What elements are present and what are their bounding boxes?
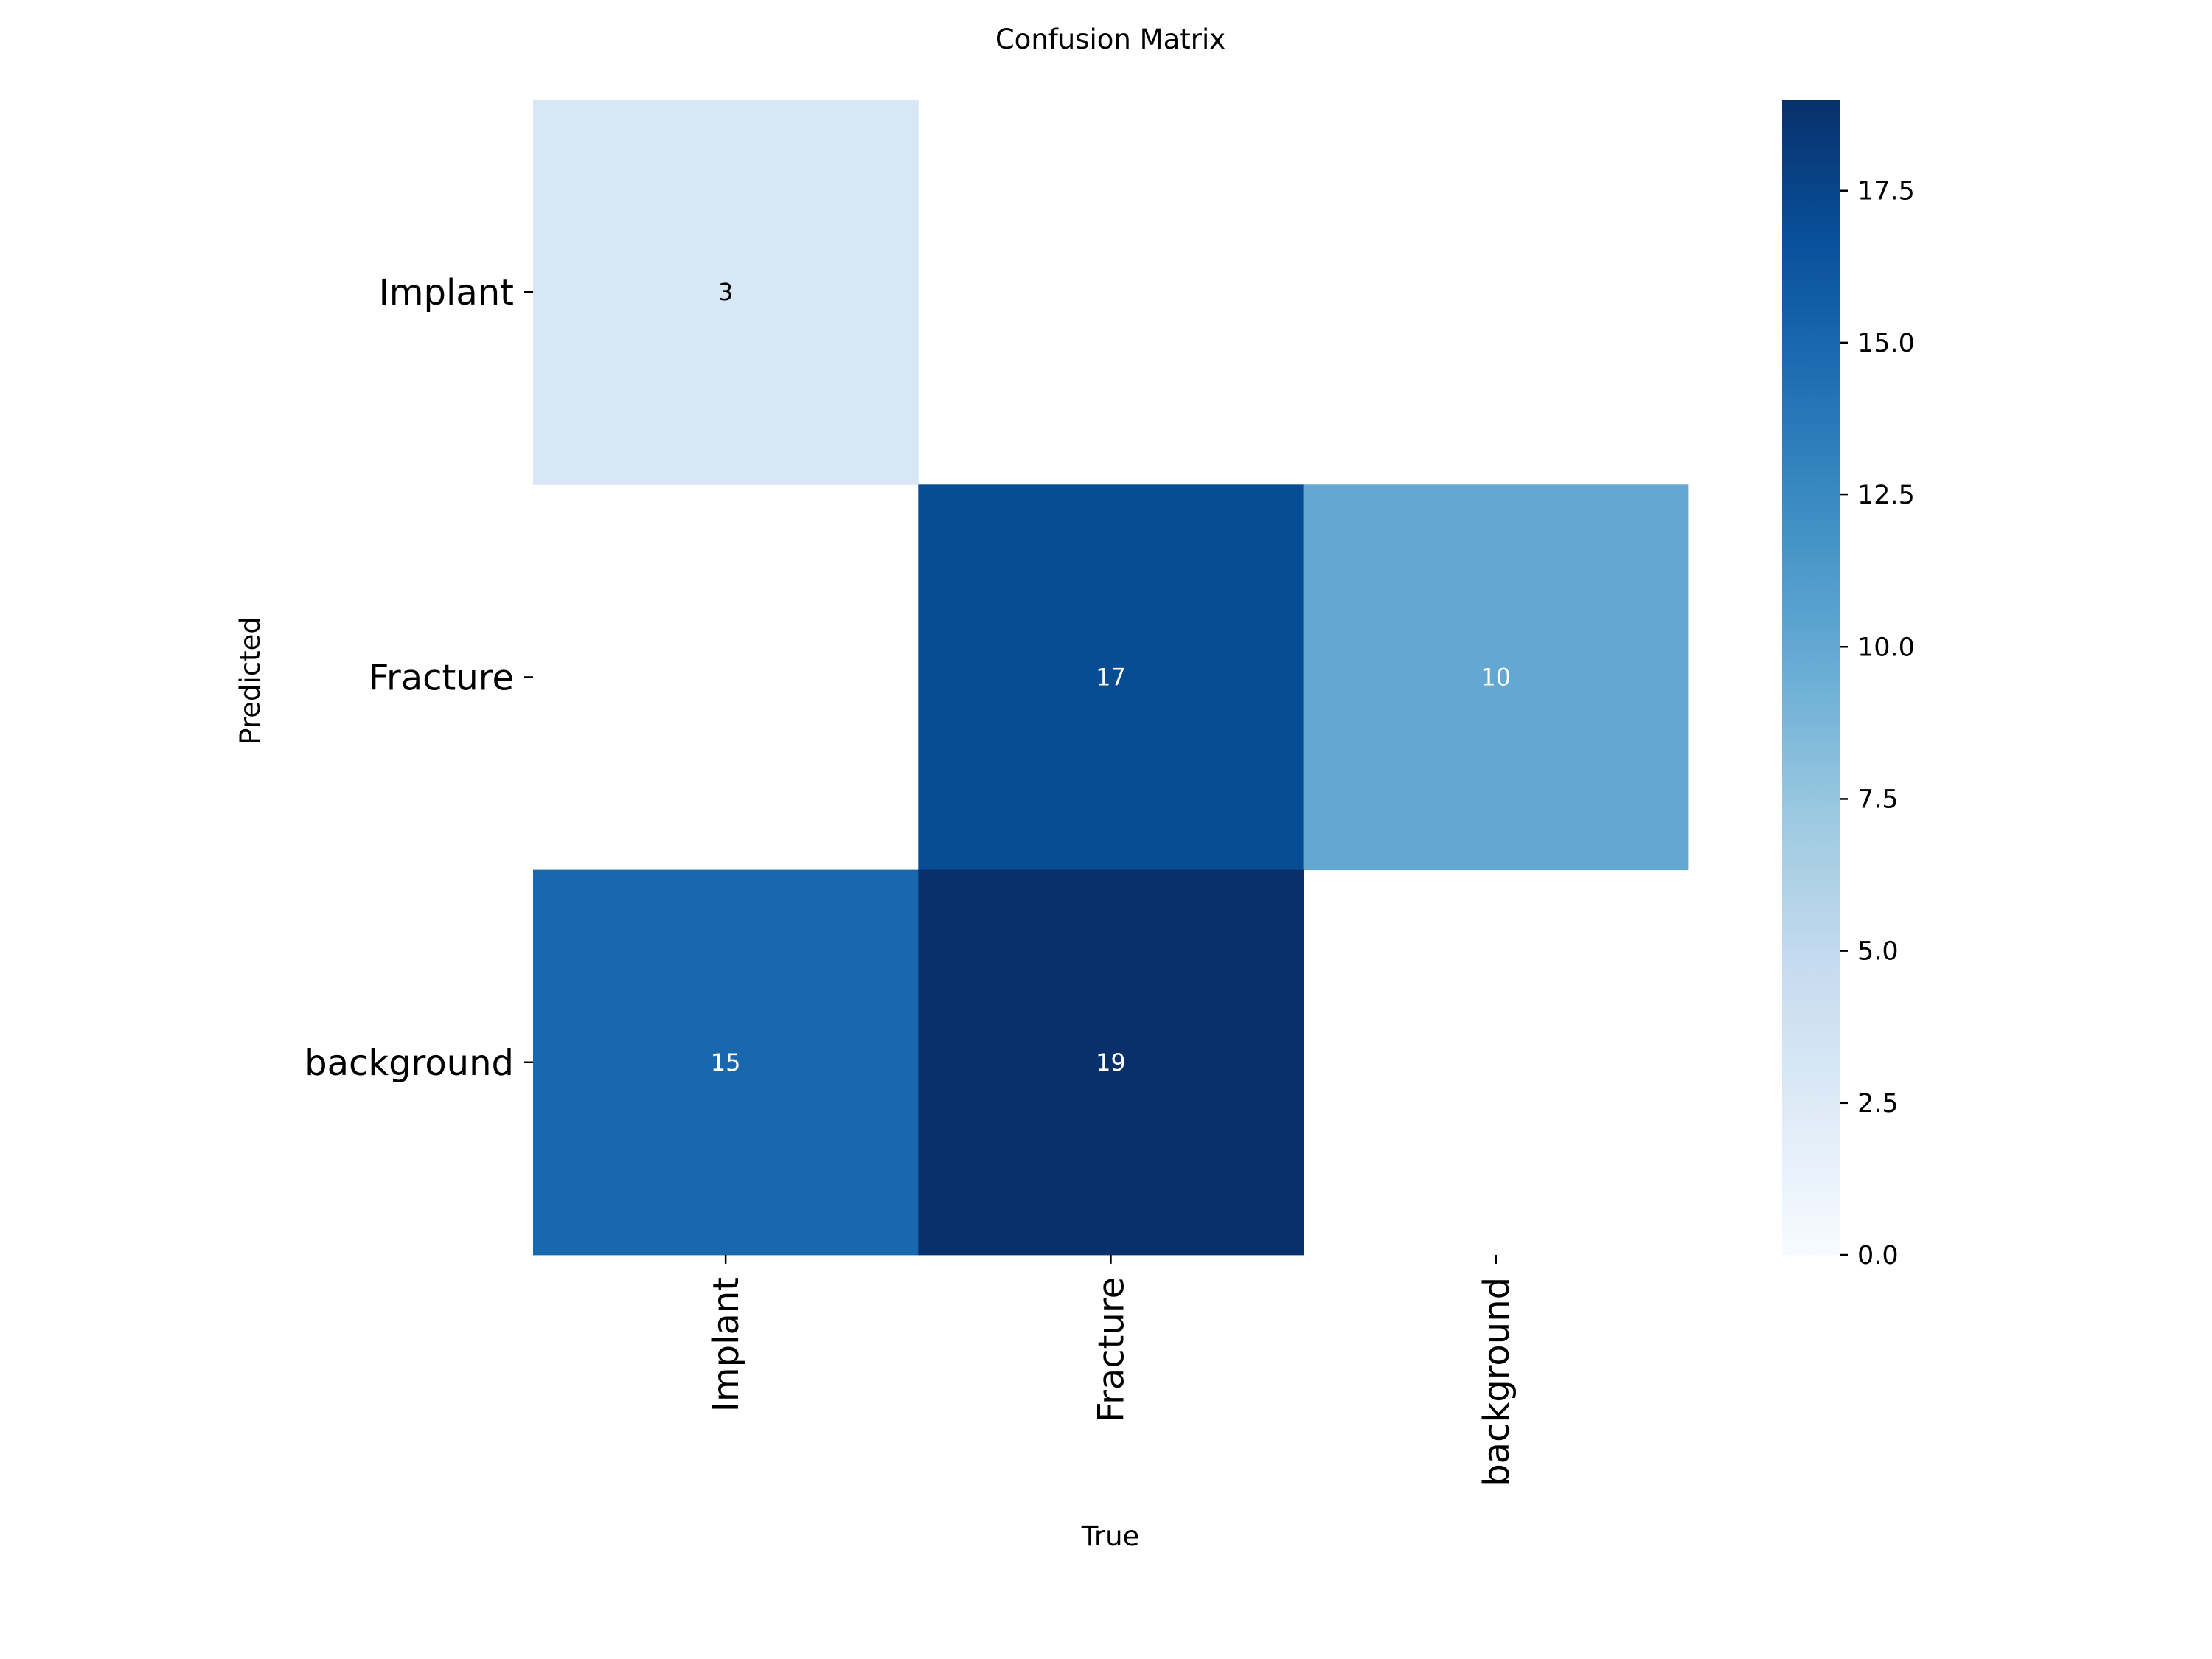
x-tick-label: background — [1476, 1277, 1517, 1486]
heatmap-cell — [918, 869, 1304, 1256]
cell-value-label: 15 — [711, 1048, 741, 1077]
colorbar-tick-label: 17.5 — [1857, 177, 1915, 206]
colorbar-tick-label: 2.5 — [1857, 1089, 1899, 1119]
colorbar-tick-label: 15.0 — [1857, 329, 1915, 358]
heatmap-cell — [533, 100, 919, 485]
colorbar-tick-label: 0.0 — [1857, 1241, 1899, 1270]
colorbar-tick-label: 10.0 — [1857, 633, 1915, 662]
x-tick-label: Fracture — [1091, 1277, 1132, 1422]
heatmap-cell — [533, 869, 919, 1256]
cell-value-label: 17 — [1096, 663, 1126, 691]
colorbar-tick-label: 12.5 — [1857, 481, 1915, 510]
heatmap-cells: 3 17 10 15 19 — [533, 100, 1689, 1256]
y-axis: Implant Fracture background — [305, 272, 533, 1084]
cell-value-label: 19 — [1096, 1048, 1126, 1077]
colorbar-tick-label: 5.0 — [1857, 937, 1899, 967]
chart-title: Confusion Matrix — [995, 24, 1225, 55]
y-tick-label: Fracture — [369, 657, 514, 698]
x-axis-label: True — [1081, 1520, 1140, 1552]
y-tick-label: background — [305, 1043, 514, 1084]
colorbar-tick-label: 7.5 — [1857, 785, 1899, 814]
cell-value-label: 3 — [718, 278, 733, 306]
y-axis-label: Predicted — [234, 616, 266, 745]
colorbar — [1782, 100, 1840, 1255]
y-tick-label: Implant — [379, 272, 514, 313]
x-tick-label: Implant — [706, 1277, 747, 1412]
colorbar-axis: 0.0 2.5 5.0 7.5 10.0 12.5 15.0 17.5 — [1840, 177, 1915, 1270]
x-axis: Implant Fracture background — [706, 1254, 1517, 1486]
heatmap-cell — [918, 484, 1304, 871]
cell-value-label: 10 — [1481, 663, 1511, 691]
heatmap-cell — [1303, 484, 1689, 871]
